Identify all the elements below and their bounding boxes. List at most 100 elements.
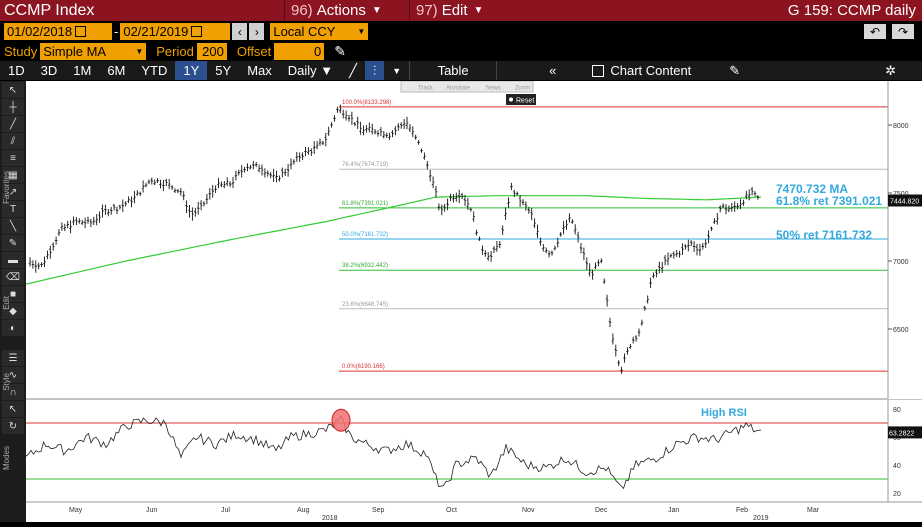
pen-icon[interactable]: ✎	[2, 235, 24, 251]
ruler-icon[interactable]: ▬	[2, 252, 24, 268]
price-bar	[718, 205, 722, 213]
refresh-icon[interactable]: ↻	[2, 418, 24, 434]
edit-chart-icon[interactable]: ✎	[729, 62, 741, 78]
redo-icon[interactable]: ↷	[892, 24, 914, 39]
rsi-line	[25, 415, 762, 490]
price-bar	[553, 245, 557, 251]
price-bar	[449, 193, 452, 202]
rsi-highlight-circle	[331, 408, 351, 432]
period-button-1d[interactable]: 1D	[8, 63, 25, 78]
pointer-icon[interactable]: ↖	[2, 82, 24, 98]
end-date-field[interactable]: 02/21/2019	[120, 23, 231, 40]
track-button[interactable]: Track	[418, 86, 434, 92]
grid-icon[interactable]: ▦	[2, 167, 24, 183]
start-date-field[interactable]: 01/02/2018	[4, 23, 112, 40]
square-icon	[592, 64, 605, 77]
price-bar	[576, 231, 580, 243]
undo-icon[interactable]: ↶	[864, 24, 886, 39]
price-bar	[579, 243, 583, 254]
price-bar	[626, 347, 629, 355]
current-rsi-badge	[888, 426, 922, 439]
edit-tools-label: Edit	[2, 296, 11, 310]
magnet-icon[interactable]: ∩	[2, 384, 24, 400]
marker-icon[interactable]: ◆	[2, 303, 24, 319]
pencil-icon[interactable]: ✎	[334, 43, 347, 59]
price-bar	[547, 250, 551, 258]
actions-menu[interactable]: 96) Actions ▼	[284, 0, 409, 21]
next-button[interactable]: ›	[249, 23, 265, 40]
edit-menu[interactable]: 97) Edit ▼	[409, 0, 528, 21]
year-label: 2018	[322, 515, 338, 522]
news-button[interactable]: News	[486, 86, 501, 92]
settings-icon[interactable]: ✲	[885, 62, 896, 78]
price-bar	[127, 196, 130, 203]
price-bar	[223, 181, 226, 189]
table-button[interactable]: Table	[409, 61, 498, 80]
color-icon[interactable]: ■	[2, 286, 24, 302]
ma-annotation: 7470.732 MA	[776, 182, 848, 196]
price-bar	[611, 333, 615, 345]
period-button-3d[interactable]: 3D	[40, 63, 58, 78]
price-bar	[698, 243, 702, 256]
fibonacci-icon[interactable]: ≡	[2, 150, 24, 166]
price-bar	[373, 129, 377, 135]
cursor-icon[interactable]: ↖	[2, 401, 24, 417]
reset-button-bg[interactable]	[506, 94, 536, 105]
price-bar	[109, 206, 113, 215]
calendar-icon[interactable]	[75, 26, 87, 37]
frequency-select[interactable]: Daily ▼	[287, 63, 334, 78]
chart-content-button[interactable]: Chart Content	[584, 61, 699, 80]
reset-button[interactable]: Reset	[516, 98, 534, 105]
settings-small-icon[interactable]: ☰	[2, 350, 24, 366]
caret-down-icon[interactable]: ▼	[392, 65, 402, 76]
price-bar	[202, 201, 206, 207]
currency-select[interactable]: Local CCY ▼	[270, 23, 369, 40]
price-bar	[568, 213, 571, 223]
left-toolbar: ↖ ┼ ╱ ⫽ ≡ ▦ ↗ T ╲ ✎ ▬ ⌫ ■ ◆ ◐ ☰ ∿ ∩ ↖ ↻ …	[0, 81, 26, 522]
period-button-6m[interactable]: 6M	[107, 63, 126, 78]
period-button-1y[interactable]: 1Y	[175, 61, 208, 80]
month-label: Sep	[372, 507, 385, 514]
price-bar	[646, 295, 649, 304]
price-bar	[501, 225, 504, 235]
line-chart-icon[interactable]: ╱	[349, 62, 357, 78]
study-select[interactable]: Simple MA ▼	[40, 43, 147, 60]
period-button-5y[interactable]: 5Y	[215, 63, 232, 78]
price-bar	[362, 125, 365, 136]
trendline-icon[interactable]: ╱	[2, 116, 24, 132]
channel-icon[interactable]: ⫽	[2, 133, 24, 149]
bar-chart-icon[interactable]: ⫶	[364, 61, 385, 80]
collapse-icon[interactable]: «	[549, 63, 557, 78]
period-input[interactable]: 200	[196, 43, 227, 60]
eraser-icon[interactable]: ⌫	[2, 269, 24, 285]
ray-icon[interactable]: ↗	[2, 184, 24, 200]
price-bar	[658, 261, 661, 274]
crosshair-icon[interactable]: ┼	[2, 99, 24, 115]
price-bar	[165, 178, 168, 186]
wave-icon[interactable]: ∿	[2, 367, 24, 383]
ret618-annotation: 61.8% ret 7391.021	[776, 194, 882, 208]
price-bar	[515, 191, 519, 196]
line-tool-icon[interactable]: ╲	[2, 218, 24, 234]
price-bar	[733, 201, 736, 212]
price-bar	[559, 231, 562, 237]
zoom-button[interactable]: Zoom	[515, 86, 530, 92]
period-button-max[interactable]: Max	[247, 63, 272, 78]
price-bar	[666, 252, 670, 266]
fibonacci-retracement[interactable]: 100.0%(8133.298) 76.4%(7674.719) 61.8%(739…	[339, 100, 888, 372]
offset-input[interactable]: 0	[274, 43, 325, 60]
period-button-ytd[interactable]: YTD	[141, 63, 168, 78]
annotate-button[interactable]: Annotate	[446, 86, 471, 92]
price-bar	[66, 220, 69, 229]
calendar-icon[interactable]	[191, 26, 203, 37]
price-bar	[533, 218, 536, 229]
period-button-1m[interactable]: 1M	[73, 63, 92, 78]
style-icon[interactable]: ◐	[2, 320, 24, 336]
price-chart-svg[interactable]: 100.0%(8133.298) 76.4%(7674.719) 61.8%(739…	[25, 80, 922, 522]
price-bar	[104, 204, 107, 215]
chart-area[interactable]: 100.0%(8133.298) 76.4%(7674.719) 61.8%(739…	[25, 80, 922, 522]
prev-button[interactable]: ‹	[232, 23, 248, 40]
price-bar	[365, 125, 368, 133]
study-label: Study	[4, 44, 38, 59]
text-tool-icon[interactable]: T	[2, 201, 24, 217]
